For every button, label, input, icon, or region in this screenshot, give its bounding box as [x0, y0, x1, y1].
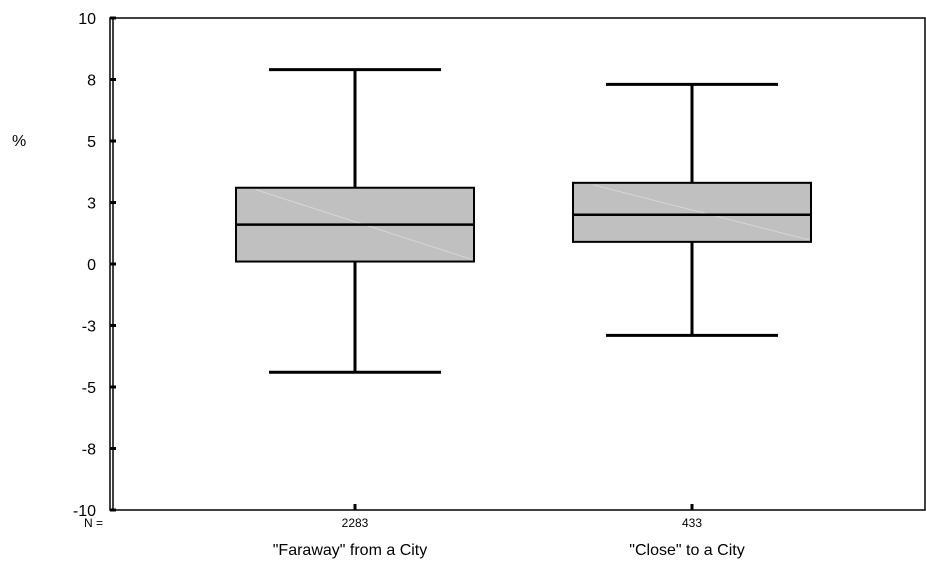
y-tick-label: 8	[87, 73, 96, 90]
y-tick-label: -3	[82, 319, 96, 336]
plot-frame	[109, 17, 926, 511]
n-prefix-label: N =	[84, 516, 103, 530]
box-group-container	[235, 68, 812, 374]
y-axis: 10 8 5 3 0 -3 -5 -8 -10	[73, 11, 116, 520]
y-tick-label: -5	[82, 380, 96, 397]
y-tick-label: -8	[82, 442, 96, 459]
y-axis-title: %	[12, 133, 26, 150]
y-tick-label: 0	[87, 257, 96, 274]
y-tick-label: 3	[87, 196, 96, 213]
y-tick-label: -10	[73, 503, 96, 520]
box-sheen	[592, 184, 810, 241]
box-group	[572, 82, 812, 337]
category-label: "Close" to a City	[629, 542, 744, 559]
y-tick-label: 5	[87, 134, 96, 151]
iqr-box	[572, 181, 812, 243]
box-group	[235, 68, 475, 374]
n-count-label: 433	[682, 516, 702, 530]
plot-border	[109, 17, 926, 511]
x-axis: 2283 "Faraway" from a City 433 "Close" to a…	[273, 504, 745, 559]
n-count-label: 2283	[342, 516, 369, 530]
y-tick-label: 10	[78, 11, 96, 28]
category-label: "Faraway" from a City	[273, 542, 428, 559]
